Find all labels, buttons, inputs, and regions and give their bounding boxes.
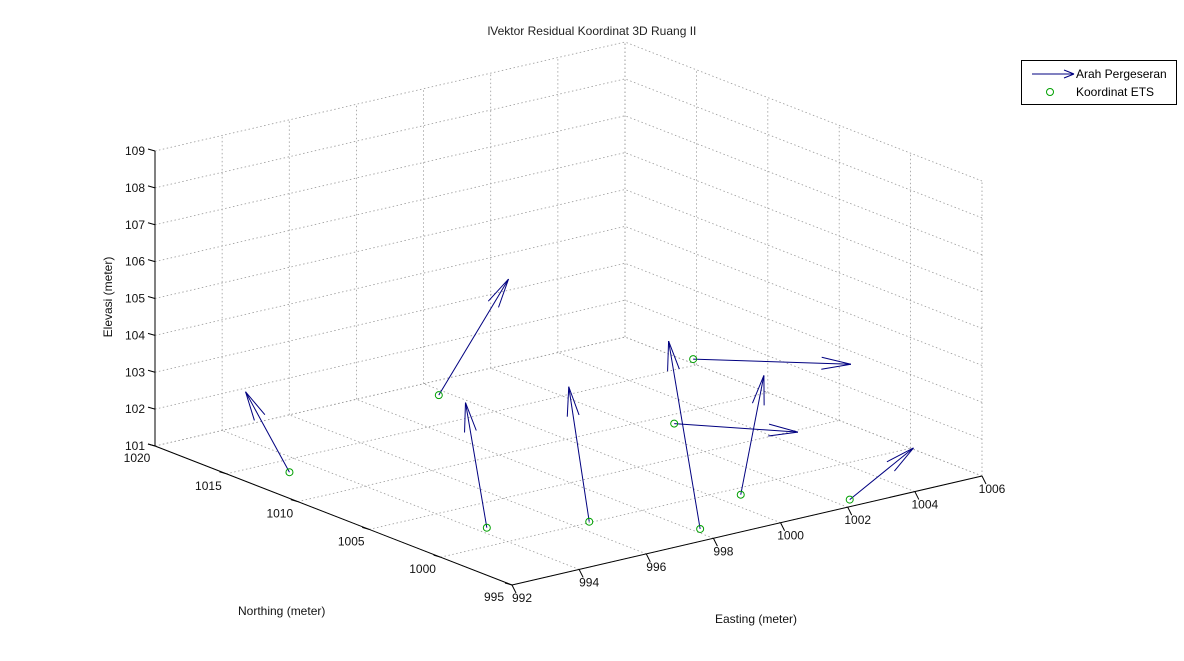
- x-tick-label: 1006: [979, 482, 1006, 496]
- z-tick-label: 108: [125, 181, 145, 195]
- grid-line-floor-x: [222, 430, 579, 569]
- residual-arrow: [674, 424, 798, 433]
- x-tick-label: 1004: [912, 498, 939, 512]
- data-marks: [246, 279, 914, 532]
- grid-line-side-z: [625, 153, 982, 292]
- y-tick-label: 1005: [338, 534, 365, 548]
- residual-arrowhead: [668, 341, 669, 371]
- y-axis-line: [155, 446, 512, 585]
- x-tick-label: 1000: [777, 529, 804, 543]
- tick-labels: 992 994 996 998 1000 1002 1004 1006 995 1000 1005 1…: [124, 144, 1006, 605]
- grid-line-back-z: [155, 116, 625, 225]
- legend-label-arrows: Arah Pergeseran: [1076, 67, 1167, 81]
- z-tick-label: 107: [125, 218, 145, 232]
- grid: [155, 42, 982, 585]
- grid-line-floor-x: [424, 384, 781, 523]
- residual-arrow: [850, 448, 914, 500]
- z-tick-mark: [148, 297, 155, 299]
- z-tick-mark: [148, 407, 155, 409]
- grid-line-side-z: [625, 42, 982, 181]
- grid-line-floor-y: [441, 448, 911, 557]
- residual-arrow: [439, 279, 509, 395]
- z-tick-mark: [148, 260, 155, 262]
- residual-arrow: [741, 375, 764, 494]
- z-axis-label: Elevasi (meter): [101, 237, 115, 357]
- z-tick-mark: [148, 149, 155, 151]
- grid-line-floor-y: [298, 393, 768, 502]
- y-tick-label: 1015: [195, 479, 222, 493]
- residual-arrowhead: [821, 364, 851, 369]
- legend-item-arrows: Arah Pergeseran: [1022, 65, 1176, 83]
- residual-arrow: [246, 392, 290, 472]
- grid-line-back-z: [155, 300, 625, 409]
- z-tick-mark: [148, 444, 155, 446]
- y-tick-label: 1010: [266, 507, 293, 521]
- z-tick-mark: [148, 186, 155, 188]
- grid-line-floor-x: [491, 368, 848, 507]
- grid-line-floor-y: [226, 365, 696, 474]
- residual-arrow: [669, 341, 701, 529]
- grid-line-side-z: [625, 226, 982, 365]
- chart-title: lVektor Residual Koordinat 3D Ruang II: [0, 24, 1184, 38]
- grid-line-floor-x: [356, 399, 713, 538]
- grid-line-back-z: [155, 153, 625, 262]
- grid-line-side-z: [625, 79, 982, 218]
- residual-arrowhead: [567, 387, 568, 417]
- residual-arrowhead: [887, 448, 914, 462]
- grid-line-side-z: [625, 190, 982, 329]
- grid-line-back-z: [155, 190, 625, 299]
- y-tick-label: 1000: [409, 562, 436, 576]
- residual-arrowhead: [768, 432, 798, 436]
- grid-line-back-z: [155, 79, 625, 188]
- z-tick-label: 104: [125, 328, 145, 342]
- residual-arrowhead: [669, 341, 680, 369]
- z-tick-label: 103: [125, 365, 145, 379]
- x-axis-label: Easting (meter): [715, 612, 797, 626]
- z-tick-mark: [148, 223, 155, 225]
- residual-arrowhead: [569, 387, 579, 415]
- residual-arrowhead: [465, 403, 476, 431]
- grid-line-back-z: [155, 337, 625, 446]
- z-tick-mark: [148, 370, 155, 372]
- y-tick-label: 1020: [124, 451, 151, 465]
- y-tick-label: 995: [484, 590, 504, 604]
- grid-line-side-z: [625, 337, 982, 476]
- grid-line-back-z: [155, 226, 625, 335]
- x-tick-label: 992: [512, 591, 532, 605]
- grid-line-side-z: [625, 263, 982, 402]
- residual-arrow: [569, 387, 589, 522]
- residual-arrowhead: [246, 392, 265, 415]
- grid-line-back-z: [155, 263, 625, 372]
- x-tick-label: 998: [713, 544, 733, 558]
- legend: Arah Pergeseran Koordinat ETS: [1021, 60, 1177, 105]
- residual-arrow: [465, 403, 486, 528]
- z-tick-label: 102: [125, 402, 145, 416]
- residual-arrowhead: [488, 279, 508, 301]
- z-tick-label: 109: [125, 144, 145, 158]
- z-tick-label: 101: [125, 439, 145, 453]
- x-tick-label: 996: [646, 560, 666, 574]
- x-tick-label: 1002: [844, 513, 871, 527]
- legend-item-markers: Koordinat ETS: [1022, 83, 1176, 101]
- y-axis-label: Northing (meter): [238, 604, 325, 618]
- grid-line-side-z: [625, 300, 982, 439]
- residual-arrowhead: [752, 375, 763, 403]
- grid-line-floor-y: [369, 420, 839, 529]
- grid-line-side-z: [625, 116, 982, 255]
- circle-marker-icon: [1030, 83, 1076, 101]
- arrow-icon: [1030, 65, 1076, 83]
- grid-line-floor-x: [289, 415, 646, 554]
- x-tick-label: 994: [579, 575, 599, 589]
- z-tick-mark: [148, 333, 155, 335]
- residual-arrow: [693, 359, 851, 364]
- grid-line-floor-x: [558, 353, 915, 492]
- z-tick-label: 106: [125, 255, 145, 269]
- x-axis-line: [512, 476, 982, 585]
- residual-arrowhead: [465, 403, 466, 433]
- legend-label-markers: Koordinat ETS: [1076, 85, 1154, 99]
- z-tick-label: 105: [125, 292, 145, 306]
- grid-line-back-z: [155, 42, 625, 151]
